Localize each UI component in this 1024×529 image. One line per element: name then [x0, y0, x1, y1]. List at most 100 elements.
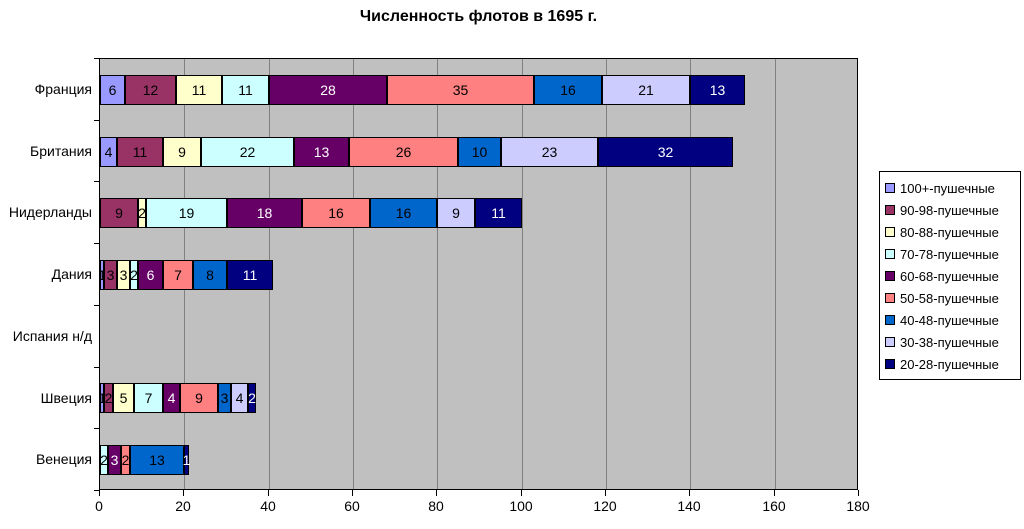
bar-segment: 28	[269, 75, 387, 105]
legend-swatch	[885, 271, 895, 281]
data-label: 9	[195, 390, 203, 406]
value-axis-label: 60	[344, 498, 360, 514]
data-label: 16	[328, 205, 344, 221]
legend-label: 90-98-пушечные	[900, 202, 999, 218]
bar-segment: 11	[227, 260, 273, 290]
data-label: 12	[142, 82, 159, 98]
gridline	[437, 59, 438, 489]
bar-segment: 1	[98, 383, 106, 413]
bar-segment: 2	[248, 383, 256, 413]
data-label: 9	[178, 144, 186, 160]
bar-segment: 9	[437, 198, 475, 228]
bar-segment: 26	[349, 137, 458, 167]
category-label: Франция	[34, 81, 92, 97]
bar-segment: 3	[104, 260, 117, 290]
bar-segment: 3	[218, 383, 231, 413]
data-label: 3	[220, 390, 229, 406]
value-axis-label: 20	[175, 498, 191, 514]
legend-item: 70-78-пушечные	[885, 243, 1020, 265]
value-axis-tick	[521, 490, 522, 496]
bar-segment: 11	[117, 137, 163, 167]
data-label: 13	[313, 144, 330, 160]
category-label: Нидерланды	[8, 204, 92, 220]
data-label: 11	[242, 267, 258, 283]
data-label: 11	[491, 205, 506, 221]
value-axis-tick	[99, 490, 100, 496]
data-label: 9	[452, 205, 460, 221]
value-axis-label: 100	[509, 498, 533, 514]
legend-item: 100+-пушечные	[885, 177, 1020, 199]
bar-segment: 2	[100, 445, 108, 475]
value-axis-tick	[774, 490, 775, 496]
bar-segment: 21	[602, 75, 690, 105]
value-axis-label: 120	[593, 498, 617, 514]
bar-segment: 1	[98, 260, 106, 290]
data-label: 3	[110, 452, 119, 468]
legend-item: 20-28-пушечные	[885, 353, 1020, 375]
value-axis-tick	[268, 490, 269, 496]
bar-segment: 23	[501, 137, 598, 167]
bar-segment: 9	[163, 137, 201, 167]
category-label: Британия	[30, 143, 92, 159]
bar-segment: 35	[387, 75, 534, 105]
legend-item: 80-88-пушечные	[885, 221, 1020, 243]
category-axis-tick	[94, 58, 99, 59]
legend-swatch	[885, 227, 895, 237]
gridline	[522, 59, 523, 489]
value-axis-tick	[352, 490, 353, 496]
gridline	[353, 59, 354, 489]
data-label: 26	[395, 144, 412, 160]
bar-segment: 8	[193, 260, 227, 290]
legend-label: 60-68-пушечные	[900, 268, 999, 284]
category-label: Испания н/д	[12, 328, 92, 344]
gridline	[775, 59, 776, 489]
data-label: 2	[248, 390, 256, 406]
data-label: 3	[119, 267, 128, 283]
bar-segment: 19	[146, 198, 227, 228]
data-label: 1	[182, 452, 191, 468]
data-label: 6	[146, 267, 155, 283]
legend-label: 20-28-пушечные	[900, 356, 999, 372]
bar-segment: 4	[163, 383, 180, 413]
value-axis-tick	[858, 490, 859, 496]
data-label: 7	[174, 267, 182, 283]
data-label: 21	[638, 82, 654, 98]
legend-item: 60-68-пушечные	[885, 265, 1020, 287]
legend-item: 90-98-пушечные	[885, 199, 1020, 221]
legend-swatch	[885, 183, 895, 193]
gridline	[606, 59, 607, 489]
legend-label: 30-38-пушечные	[900, 334, 999, 350]
bar-segment: 16	[534, 75, 602, 105]
bar-segment: 16	[370, 198, 437, 228]
data-label: 3	[106, 267, 115, 283]
bar-segment: 7	[134, 383, 163, 413]
data-label: 18	[256, 205, 273, 221]
data-label: 8	[206, 267, 214, 283]
legend-label: 70-78-пушечные	[900, 246, 999, 262]
data-label: 2	[121, 452, 130, 468]
data-label: 1	[98, 390, 106, 406]
value-axis-label: 80	[428, 498, 444, 514]
legend-swatch	[885, 337, 895, 347]
bar-segment: 9	[180, 383, 218, 413]
data-label: 11	[191, 82, 207, 98]
bar-segment: 2	[104, 383, 113, 413]
legend-swatch	[885, 359, 895, 369]
bar-segment: 6	[100, 75, 125, 105]
data-label: 32	[657, 144, 674, 160]
value-axis-tick	[183, 490, 184, 496]
data-label: 5	[119, 390, 128, 406]
data-label: 7	[144, 390, 153, 406]
category-axis-tick	[94, 490, 99, 491]
category-axis-tick	[94, 243, 99, 244]
legend-swatch	[885, 249, 895, 259]
bar-segment: 13	[294, 137, 349, 167]
category-label: Венеция	[35, 451, 92, 467]
legend-label: 50-58-пушечные	[900, 290, 999, 306]
bar-segment: 10	[458, 137, 501, 167]
bar-segment: 32	[598, 137, 733, 167]
data-label: 1	[98, 267, 106, 283]
legend-label: 80-88-пушечные	[900, 224, 999, 240]
category-axis-tick	[94, 367, 99, 368]
